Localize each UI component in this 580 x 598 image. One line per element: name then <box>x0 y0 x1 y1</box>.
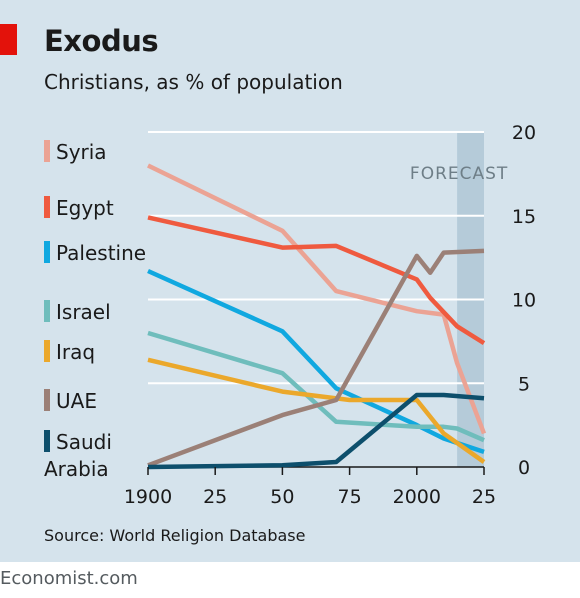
brand-accent-bar <box>0 24 17 55</box>
y-tick-label-5: 5 <box>518 373 530 395</box>
series-line-saudi-arabia <box>147 392 485 470</box>
legend-swatch-uae <box>44 389 50 411</box>
legend-label-iraq: Iraq <box>56 340 95 364</box>
x-tick-label-1900: 1900 <box>124 486 172 508</box>
legend-swatch-iraq <box>44 340 50 362</box>
forecast-label: FORECAST <box>410 164 508 184</box>
series-line-iraq <box>147 357 486 464</box>
series-lines <box>147 163 487 470</box>
legend-swatch-egypt <box>44 196 50 218</box>
legend-label-saudi-arabia: Saudi Arabia <box>44 430 112 481</box>
x-tick-label-2000: 2000 <box>393 486 441 508</box>
y-axis-ticks: 0 5 10 15 20 <box>512 122 536 479</box>
x-tick-label-1925: 25 <box>203 486 227 508</box>
y-tick-label-0: 0 <box>518 457 530 479</box>
series-line-uae <box>147 248 485 468</box>
legend-label-egypt: Egypt <box>56 196 114 220</box>
legend-swatch-syria <box>44 140 50 162</box>
brand-footer: Economist.com <box>0 568 138 589</box>
source-note: Source: World Religion Database <box>44 526 306 545</box>
x-tick-label-1975: 75 <box>338 486 362 508</box>
chart-subtitle: Christians, as % of population <box>44 70 343 94</box>
series-line-israel <box>147 330 485 443</box>
legend-swatch-palestine <box>44 241 50 263</box>
series-line-syria <box>147 163 487 435</box>
series-line-egypt <box>147 215 486 346</box>
y-tick-label-15: 15 <box>512 206 536 228</box>
y-tick-label-10: 10 <box>512 290 536 312</box>
legend-label-syria: Syria <box>56 140 107 164</box>
chart-title: Exodus <box>44 24 159 58</box>
line-chart: FORECAST 0 5 10 15 20 1900 25 50 75 2000 25 Syria… <box>44 122 536 508</box>
legend-label-israel: Israel <box>56 300 111 324</box>
legend-swatch-israel <box>44 300 50 322</box>
legend: Syria Egypt Palestine Israel Iraq UAE Saudi Ara… <box>44 140 146 481</box>
x-axis-ticks: 1900 25 50 75 2000 25 <box>124 467 496 508</box>
legend-label-palestine: Palestine <box>56 241 146 265</box>
y-tick-label-20: 20 <box>512 122 536 144</box>
legend-label-uae: UAE <box>56 389 97 413</box>
x-tick-label-2025: 25 <box>472 486 496 508</box>
x-tick-label-1950: 50 <box>270 486 294 508</box>
legend-swatch-saudi-arabia <box>44 430 50 452</box>
